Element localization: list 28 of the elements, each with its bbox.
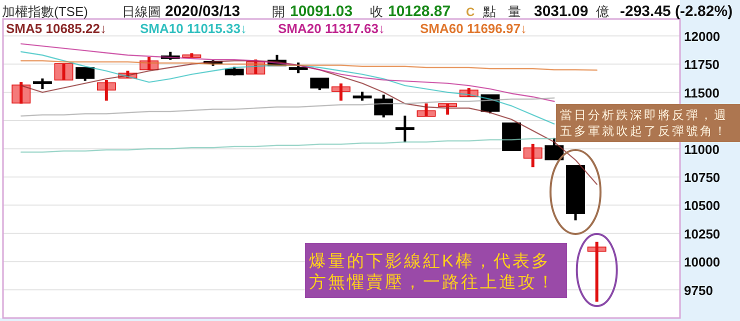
text: SMA60 11696.97↓ <box>420 21 527 36</box>
y-tick-label: 11000 <box>684 142 720 157</box>
annotation: 3031.09 <box>534 3 588 20</box>
y-tick-label: 10250 <box>684 226 720 242</box>
y-tick-label: 11750 <box>684 57 720 72</box>
annotation: 10091.03 <box>290 3 353 20</box>
text: SMA10 11015.33↓ <box>140 21 247 36</box>
annotation: 收 <box>370 4 383 19</box>
text: SMA20 11317.63↓ <box>278 21 385 36</box>
text: SMA5 10685.22↓ <box>6 21 106 36</box>
y-tick-label: 10750 <box>684 170 720 185</box>
y-tick-label: 10000 <box>684 254 720 270</box>
chart-title: 加權指數(TSE) <box>2 4 88 19</box>
annotation: 量 <box>508 4 521 19</box>
y-tick-label: 11500 <box>684 85 720 100</box>
text: -293.45 (-2.82%) <box>620 3 733 20</box>
y-tick-label: 12000 <box>684 28 720 44</box>
annotation: 億 <box>596 4 609 19</box>
y-tick-label: 9750 <box>684 282 713 298</box>
annotation: 當日分析跌深即將反彈，週五多軍就吹起了反彈號角！ <box>560 108 728 138</box>
annotation: 爆量的下影線紅K棒，代表多方無懼賣壓，一路往上進攻！ <box>309 252 556 292</box>
annotation: 點 <box>482 4 496 19</box>
annotation: 2020/03/13 <box>165 3 240 20</box>
chart-subtitle: 日線圖 <box>122 4 161 19</box>
annotation: 10128.87 <box>388 3 451 20</box>
y-tick-label: 10500 <box>684 198 720 214</box>
annotation: C <box>466 5 475 19</box>
annotation: 開 <box>272 4 285 19</box>
